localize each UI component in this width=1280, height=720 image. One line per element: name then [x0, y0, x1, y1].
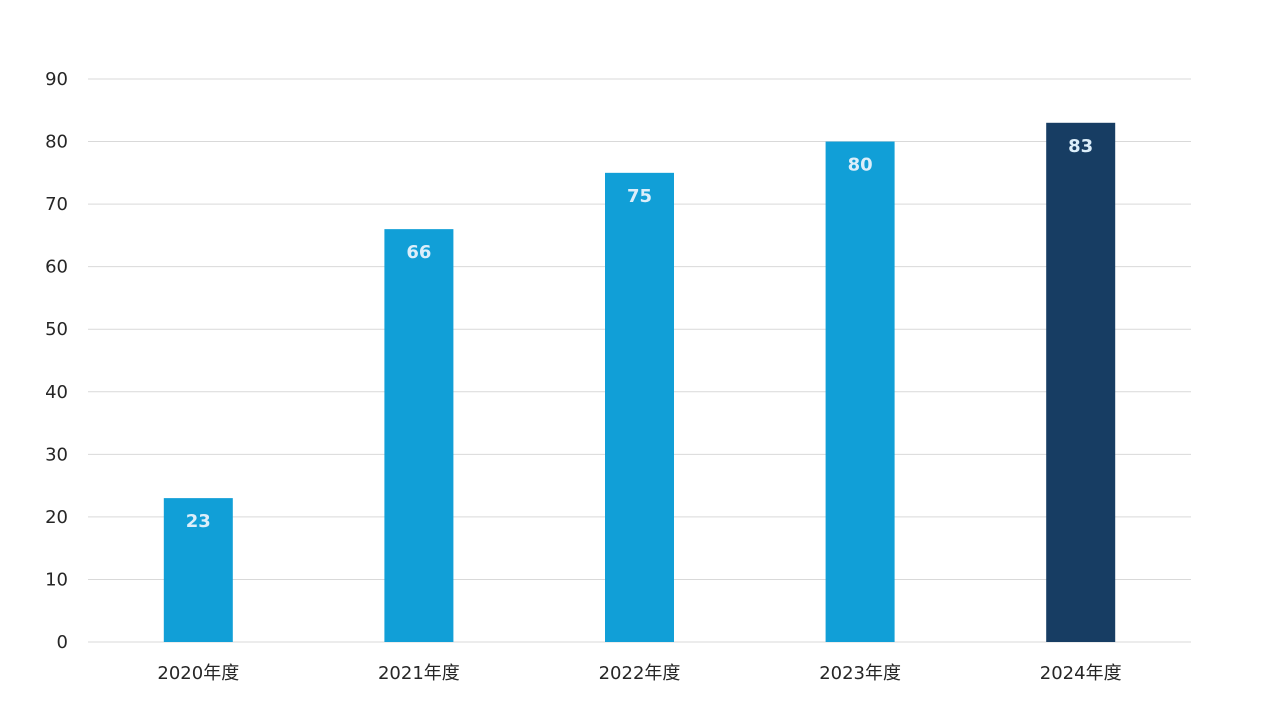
bar-2022年度 — [605, 172, 674, 643]
bars — [163, 122, 1116, 643]
x-axis-category-labels: 2020年度 2021年度 2022年度 2023年度 2024年度 — [157, 663, 1121, 684]
bar-2023年度 — [825, 141, 895, 643]
data-labels: 23 66 75 80 83 — [186, 136, 1093, 532]
y-tick-label: 40 — [45, 382, 68, 403]
x-category-label: 2021年度 — [378, 663, 460, 684]
bar-2024年度 — [1046, 122, 1116, 643]
y-tick-label: 20 — [45, 507, 68, 528]
y-axis-tick-labels: 0 10 20 30 40 50 60 70 80 90 — [45, 69, 68, 653]
data-label: 66 — [406, 242, 431, 263]
bar-2020年度 — [163, 498, 233, 642]
data-label: 23 — [186, 511, 211, 532]
y-tick-label: 50 — [45, 319, 68, 340]
y-tick-label: 70 — [45, 194, 68, 215]
x-category-label: 2024年度 — [1040, 663, 1122, 684]
y-tick-label: 60 — [45, 257, 68, 278]
y-tick-label: 0 — [57, 632, 68, 653]
x-category-label: 2020年度 — [157, 663, 239, 684]
x-category-label: 2022年度 — [599, 663, 681, 684]
y-tick-label: 10 — [45, 569, 68, 590]
data-label: 80 — [848, 155, 873, 176]
bar-2021年度 — [384, 229, 454, 642]
data-label: 75 — [627, 186, 652, 207]
data-label: 83 — [1068, 136, 1093, 157]
y-tick-label: 30 — [45, 444, 68, 465]
y-tick-label: 90 — [45, 69, 68, 90]
y-tick-label: 80 — [45, 132, 68, 153]
x-category-label: 2023年度 — [819, 663, 901, 684]
